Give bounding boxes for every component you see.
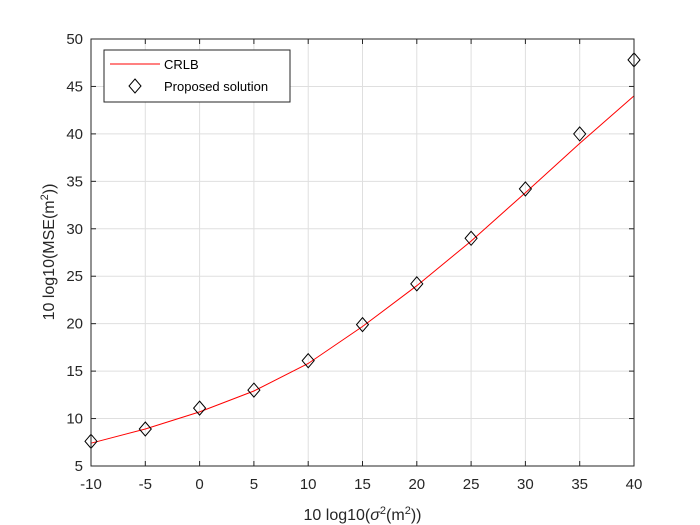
y-tick-label: 20 — [66, 316, 83, 333]
y-tick-label: 15 — [66, 363, 83, 380]
x-tick-label: 10 — [300, 476, 317, 493]
x-tick-label: -10 — [80, 476, 102, 493]
y-tick-label: 5 — [75, 458, 83, 475]
y-tick-label: 45 — [66, 78, 83, 95]
ticks: -10 -5 0 5 10 15 20 25 30 35 40 5 10 15 20 25 30 35 40 45 50 — [66, 31, 642, 493]
x-tick-label: 35 — [571, 476, 588, 493]
legend-proposed-label: Proposed solution — [164, 79, 268, 94]
x-tick-label: 30 — [517, 476, 534, 493]
x-axis-label: 10 log10(σ2(m2)) — [304, 505, 422, 524]
proposed-solution-marker — [355, 316, 370, 333]
proposed-solution-marker — [410, 276, 424, 292]
proposed-solution-marker — [192, 400, 207, 416]
proposed-solution-marker — [518, 181, 533, 197]
x-tick-label: 20 — [408, 476, 425, 493]
proposed-solution-marker — [464, 230, 478, 247]
x-tick-label: 15 — [354, 476, 371, 493]
series-layer — [84, 52, 641, 450]
y-tick-label: 40 — [66, 126, 83, 143]
crlb-line — [90, 95, 635, 444]
legend-crlb-label: CRLB — [164, 57, 199, 72]
y-axis-label: 10 log10(MSE(m2)) — [39, 184, 58, 321]
x-tick-label: 40 — [626, 476, 643, 493]
x-tick-label: 0 — [195, 476, 203, 493]
y-tick-label: 30 — [66, 221, 83, 238]
proposed-solution-marker — [301, 352, 315, 369]
proposed-solution-marker — [573, 126, 587, 142]
legend-box — [103, 49, 291, 103]
x-tick-label: -5 — [139, 476, 152, 493]
y-tick-label: 10 — [66, 411, 83, 428]
x-tick-label: 25 — [463, 476, 480, 493]
legend: CRLB Proposed solution — [103, 49, 291, 103]
legend-proposed-swatch — [128, 78, 142, 94]
x-tick-label: 5 — [250, 476, 258, 493]
proposed-solution-marker — [247, 382, 261, 398]
y-tick-label: 25 — [66, 268, 83, 285]
y-tick-label: 35 — [66, 173, 83, 190]
y-tick-label: 50 — [66, 31, 83, 48]
proposed-solution-marker — [138, 421, 152, 437]
